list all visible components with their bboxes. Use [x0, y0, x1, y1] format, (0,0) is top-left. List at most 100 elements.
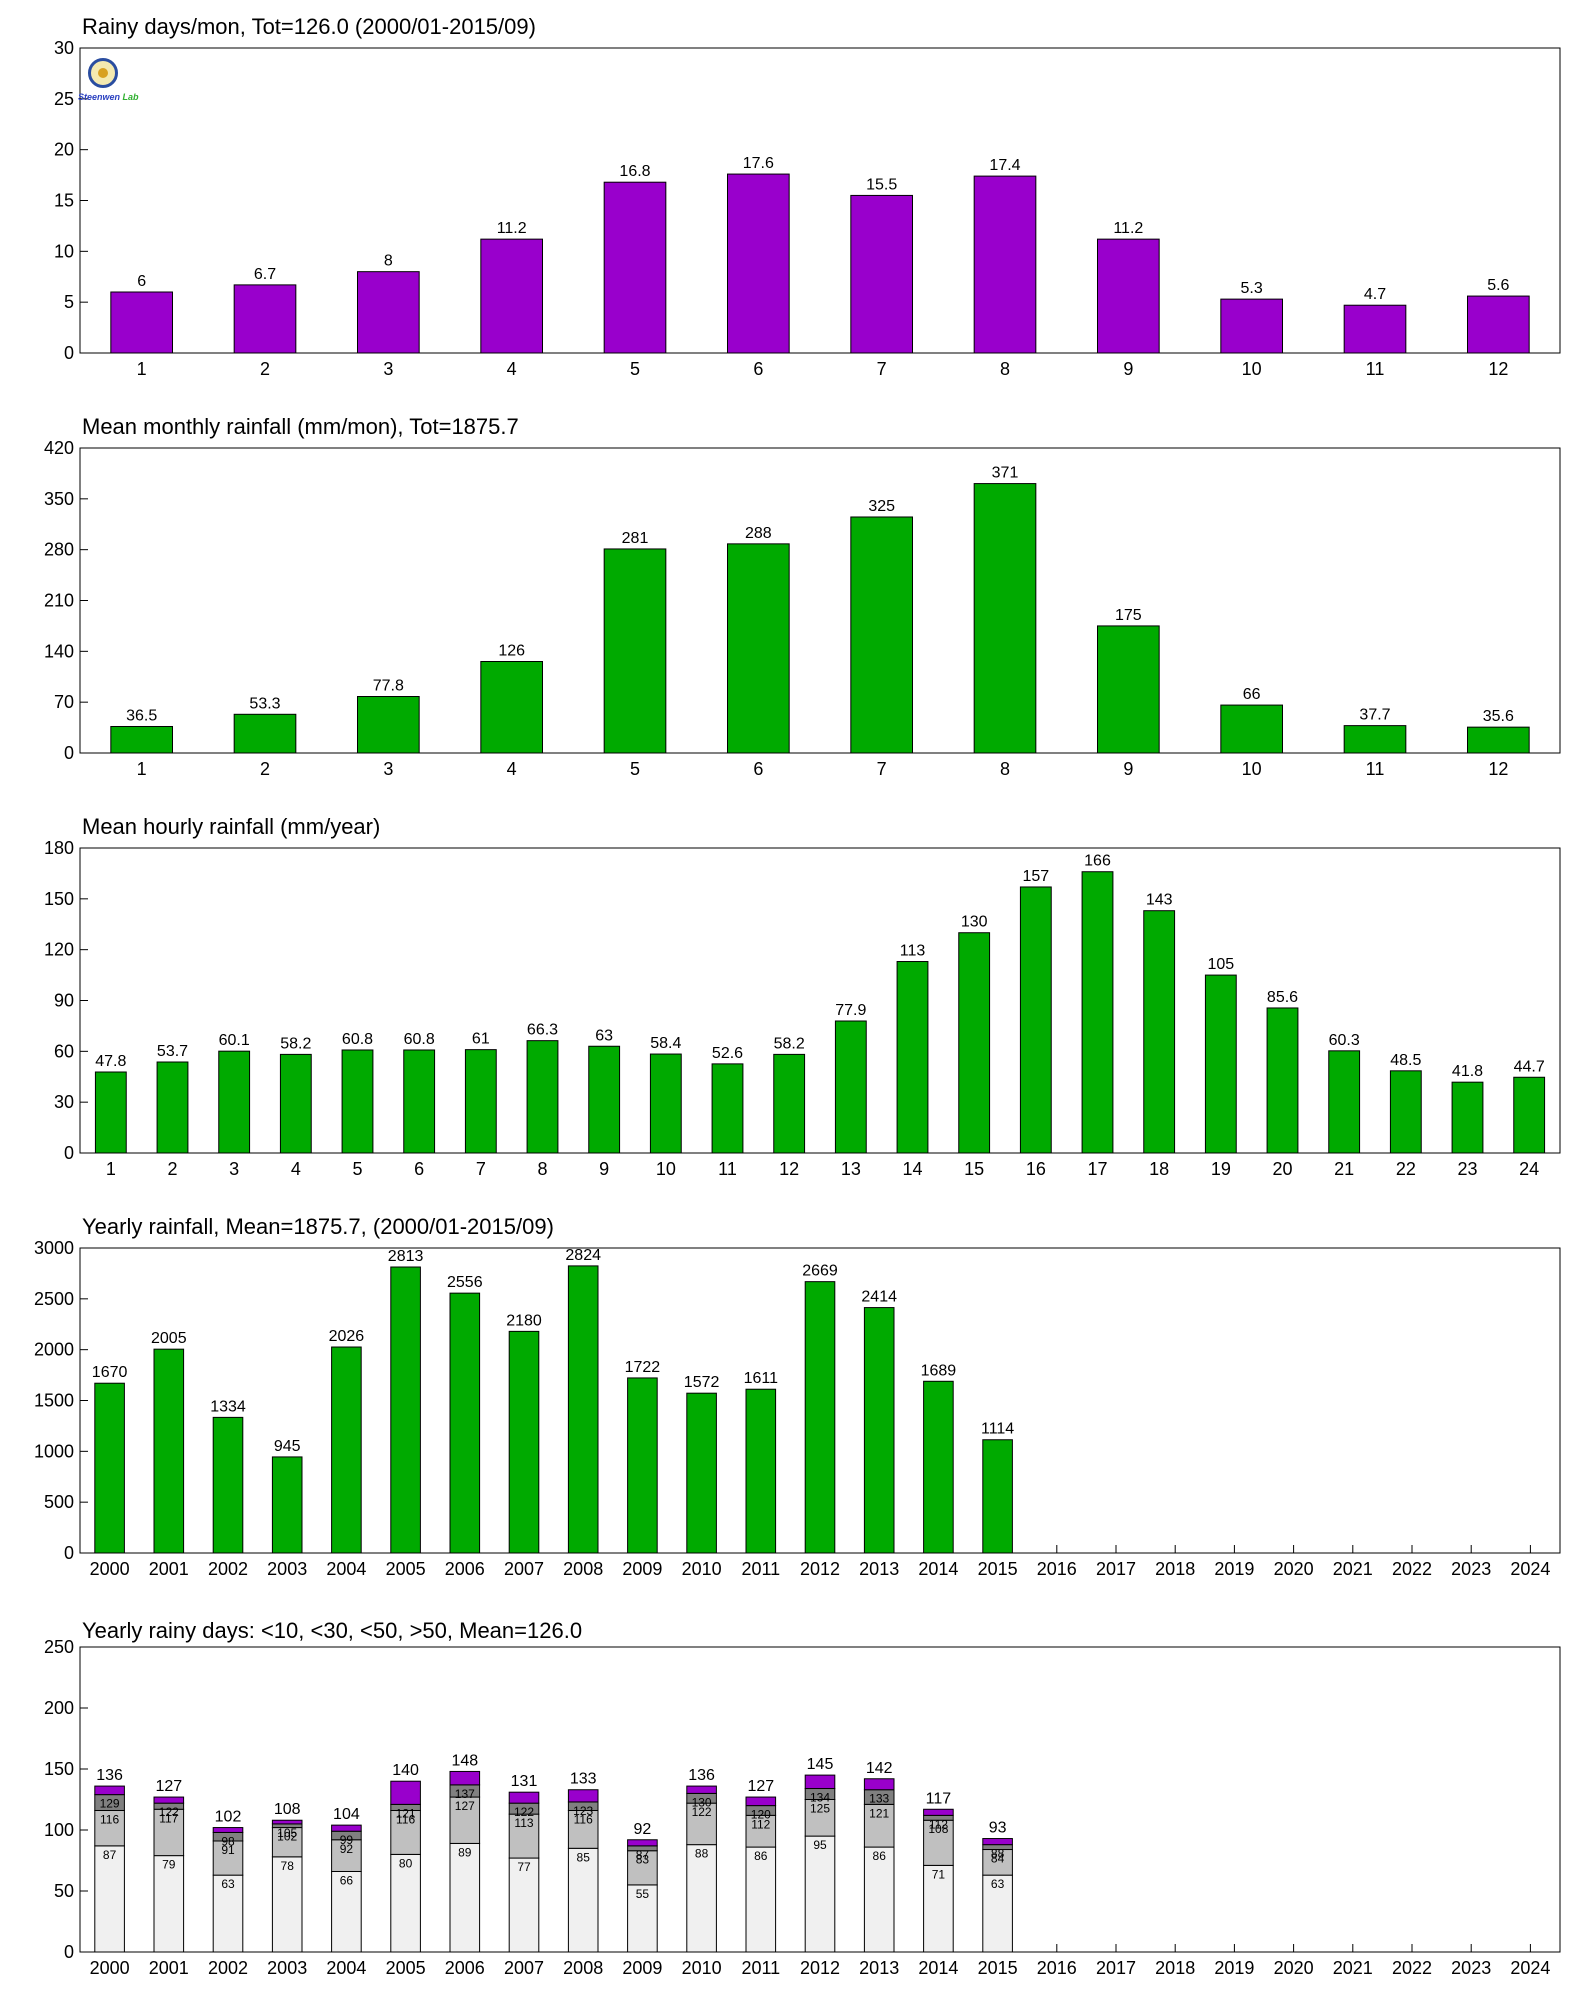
x-tick-label: 5	[630, 359, 640, 379]
data-label: 53.7	[157, 1043, 188, 1060]
y-tick-label: 210	[44, 591, 74, 611]
segment-label: 63	[991, 1877, 1005, 1891]
x-tick-label: 2002	[208, 1958, 248, 1978]
data-label: 2669	[802, 1263, 838, 1280]
segment-label: 129	[100, 1797, 120, 1811]
bar-16	[1019, 886, 1052, 1154]
segment-label: 113	[514, 1816, 533, 1830]
bar-10	[1220, 298, 1284, 354]
x-tick-label: 22	[1396, 1159, 1416, 1179]
data-label: 1114	[981, 1421, 1014, 1438]
stack-segment-2009-0	[627, 1884, 658, 1953]
data-label: 77.8	[373, 678, 404, 695]
data-label: 60.8	[342, 1031, 373, 1048]
x-tick-label: 3	[383, 759, 393, 779]
x-tick-label: 8	[537, 1159, 547, 1179]
x-tick-label: 11	[718, 1159, 737, 1179]
bar-12	[1467, 726, 1530, 754]
total-label: 93	[989, 1820, 1007, 1837]
x-tick-label: 17	[1087, 1159, 1107, 1179]
stack-segment-2000-0	[94, 1845, 125, 1953]
data-label: 126	[498, 643, 525, 660]
data-label: 15.5	[866, 176, 897, 193]
segment-label: 71	[932, 1867, 946, 1881]
bar-24	[1513, 1076, 1546, 1154]
data-label: 44.7	[1514, 1058, 1545, 1075]
stack-segment-2010-0	[686, 1844, 717, 1953]
stack-segment-2008-3	[567, 1789, 599, 1803]
y-tick-label: 500	[44, 1492, 74, 1512]
stack-segment-2006-3	[449, 1770, 481, 1786]
x-tick-label: 16	[1026, 1159, 1046, 1179]
bar-18	[1143, 910, 1176, 1154]
stack-segment-2012-1	[804, 1799, 836, 1837]
segment-label: 86	[754, 1849, 768, 1863]
data-label: 1722	[625, 1359, 661, 1376]
stack-segment-2002-0	[212, 1874, 244, 1953]
x-tick-label: 2002	[208, 1559, 248, 1579]
y-tick-label: 20	[54, 140, 74, 160]
x-tick-label: 8	[1000, 759, 1010, 779]
segment-label: 55	[636, 1887, 650, 1901]
x-tick-label: 4	[507, 759, 517, 779]
data-label: 1689	[921, 1362, 957, 1379]
stack-segment-2003-3	[271, 1819, 303, 1825]
bar-1	[110, 291, 174, 354]
x-tick-label: 2003	[267, 1958, 307, 1978]
x-tick-label: 13	[841, 1159, 861, 1179]
y-tick-label: 180	[44, 838, 74, 858]
data-label: 37.7	[1359, 707, 1390, 724]
x-tick-label: 2013	[859, 1958, 899, 1978]
x-tick-label: 2009	[622, 1958, 662, 1978]
lab-logo-text: Steenwen Lab	[78, 92, 139, 102]
bar-2012	[804, 1281, 836, 1554]
bar-8	[973, 175, 1037, 354]
segment-label: 66	[340, 1873, 354, 1887]
y-tick-label: 30	[54, 1092, 74, 1112]
stack-segment-2002-1	[212, 1840, 244, 1876]
chart-svg-rainy-days: Rainy days/mon, Tot=126.0 (2000/01-2015/…	[54, 14, 1561, 379]
segment-label: 87	[636, 1848, 650, 1862]
y-tick-label: 0	[64, 1942, 74, 1962]
x-tick-label: 2017	[1096, 1559, 1136, 1579]
x-tick-label: 11	[1366, 359, 1385, 379]
stack-segment-2010-1	[686, 1802, 717, 1846]
stack-segment-2001-1	[153, 1808, 185, 1857]
bar-4	[279, 1053, 312, 1154]
bar-2013	[863, 1307, 895, 1554]
segment-label: 122	[692, 1805, 712, 1819]
data-label: 6	[137, 273, 146, 290]
x-tick-label: 2024	[1510, 1559, 1550, 1579]
bar-2	[233, 284, 297, 354]
x-tick-label: 2003	[267, 1559, 307, 1579]
stack-segment-2013-1	[863, 1803, 895, 1848]
bar-6	[727, 543, 790, 754]
data-label: 66	[1243, 686, 1261, 703]
plot-frame	[79, 447, 1561, 754]
x-tick-label: 2016	[1037, 1559, 1077, 1579]
y-tick-label: 280	[44, 540, 74, 560]
stack-segment-2002-3	[212, 1827, 244, 1833]
data-label: 5.6	[1487, 277, 1509, 294]
bar-21	[1328, 1050, 1361, 1154]
total-label: 92	[634, 1821, 652, 1838]
stack-segment-2007-1	[508, 1813, 540, 1859]
stack-segment-2011-0	[745, 1846, 777, 1953]
y-tick-label: 10	[54, 241, 74, 261]
x-tick-label: 2015	[978, 1559, 1018, 1579]
x-tick-label: 3	[383, 359, 393, 379]
bar-1	[110, 725, 174, 754]
y-tick-label: 5	[64, 292, 74, 312]
segment-label: 77	[517, 1860, 531, 1874]
stack-segment-2008-0	[567, 1847, 599, 1953]
data-label: 8	[384, 253, 393, 270]
x-tick-label: 2008	[563, 1559, 603, 1579]
data-label: 130	[961, 914, 988, 931]
segment-label: 63	[221, 1877, 235, 1891]
bar-20	[1266, 1007, 1299, 1154]
total-label: 145	[807, 1756, 834, 1773]
x-tick-label: 2014	[918, 1958, 958, 1978]
segment-label: 127	[455, 1799, 475, 1813]
x-tick-label: 2	[260, 359, 270, 379]
bar-3	[218, 1050, 251, 1154]
